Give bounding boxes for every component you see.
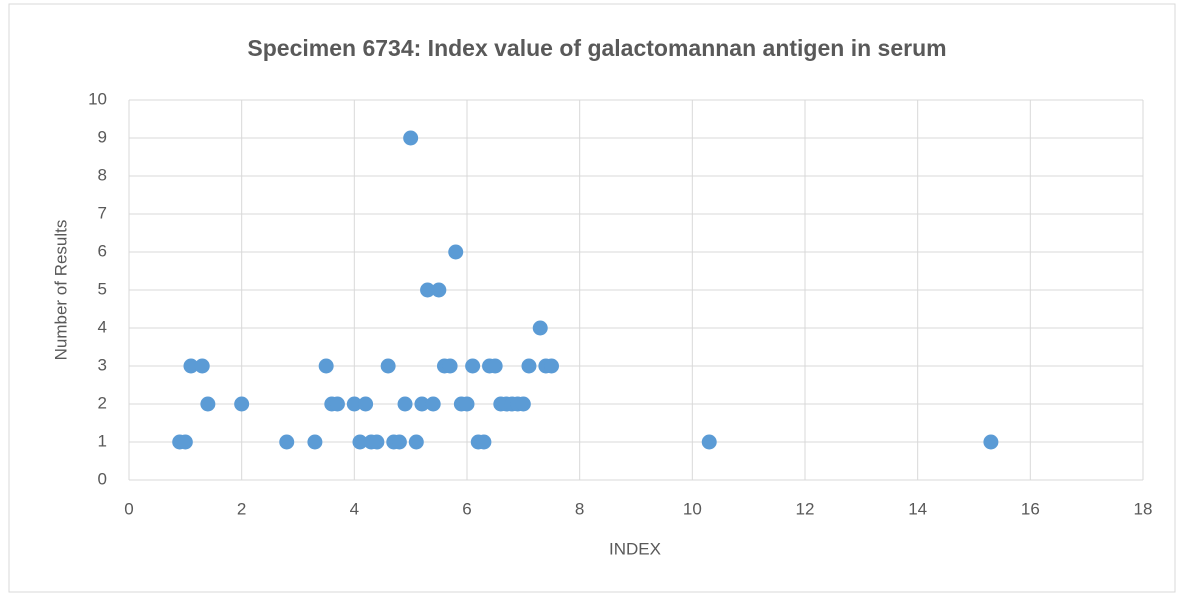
scatter-point bbox=[380, 358, 396, 374]
x-tick-label: 14 bbox=[908, 499, 927, 518]
scatter-point bbox=[391, 434, 407, 450]
scatter-point bbox=[346, 396, 362, 412]
x-tick-label: 10 bbox=[683, 499, 702, 518]
scatter-point bbox=[983, 434, 999, 450]
scatter-point bbox=[397, 396, 413, 412]
scatter-point bbox=[369, 434, 385, 450]
scatter-point bbox=[701, 434, 717, 450]
scatter-point bbox=[465, 358, 481, 374]
x-tick-label: 18 bbox=[1134, 499, 1153, 518]
chart-border bbox=[8, 3, 1176, 593]
y-tick-label: 4 bbox=[98, 317, 107, 336]
x-tick-label: 8 bbox=[575, 499, 584, 518]
y-tick-label: 7 bbox=[98, 203, 107, 222]
scatter-point bbox=[459, 396, 475, 412]
y-tick-label: 2 bbox=[98, 393, 107, 412]
scatter-point bbox=[425, 396, 441, 412]
scatter-point bbox=[544, 358, 559, 374]
x-tick-label: 0 bbox=[124, 499, 133, 518]
scatter-point bbox=[408, 434, 424, 450]
scatter-point bbox=[487, 358, 503, 374]
scatter-point bbox=[352, 434, 368, 450]
x-tick-label: 16 bbox=[1021, 499, 1040, 518]
scatter-point bbox=[279, 434, 295, 450]
x-axis-label: INDEX bbox=[609, 539, 661, 558]
scatter-point bbox=[532, 320, 548, 336]
scatter-point bbox=[521, 358, 537, 374]
scatter-point bbox=[431, 282, 447, 298]
y-tick-label: 3 bbox=[98, 355, 107, 374]
scatter-point bbox=[420, 282, 436, 298]
y-tick-label: 6 bbox=[98, 241, 107, 260]
x-tick-label: 6 bbox=[462, 499, 471, 518]
scatter-point bbox=[448, 244, 464, 260]
scatter-point bbox=[358, 396, 374, 412]
scatter-point bbox=[183, 358, 199, 374]
scatter-point bbox=[200, 396, 216, 412]
y-tick-label: 8 bbox=[98, 165, 107, 184]
y-axis-label: Number of Results bbox=[51, 220, 70, 361]
scatter-point bbox=[414, 396, 430, 412]
scatter-point bbox=[307, 434, 323, 450]
x-tick-label: 12 bbox=[796, 499, 815, 518]
y-tick-label: 1 bbox=[98, 431, 107, 450]
scatter-point bbox=[476, 434, 492, 450]
scatter-point bbox=[442, 358, 458, 374]
scatter-point bbox=[329, 396, 345, 412]
scatter-point bbox=[515, 396, 531, 412]
x-tick-label: 4 bbox=[350, 499, 359, 518]
chart-title: Specimen 6734: Index value of galactoman… bbox=[247, 35, 946, 61]
y-tick-label: 5 bbox=[98, 279, 107, 298]
y-tick-label: 10 bbox=[88, 89, 107, 108]
y-tick-label: 0 bbox=[98, 469, 107, 488]
scatter-point bbox=[318, 358, 334, 374]
y-tick-label: 9 bbox=[98, 127, 107, 146]
scatter-point bbox=[234, 396, 250, 412]
scatter-point bbox=[403, 130, 419, 146]
scatter-point bbox=[194, 358, 210, 374]
x-tick-label: 2 bbox=[237, 499, 246, 518]
scatter-point bbox=[177, 434, 193, 450]
